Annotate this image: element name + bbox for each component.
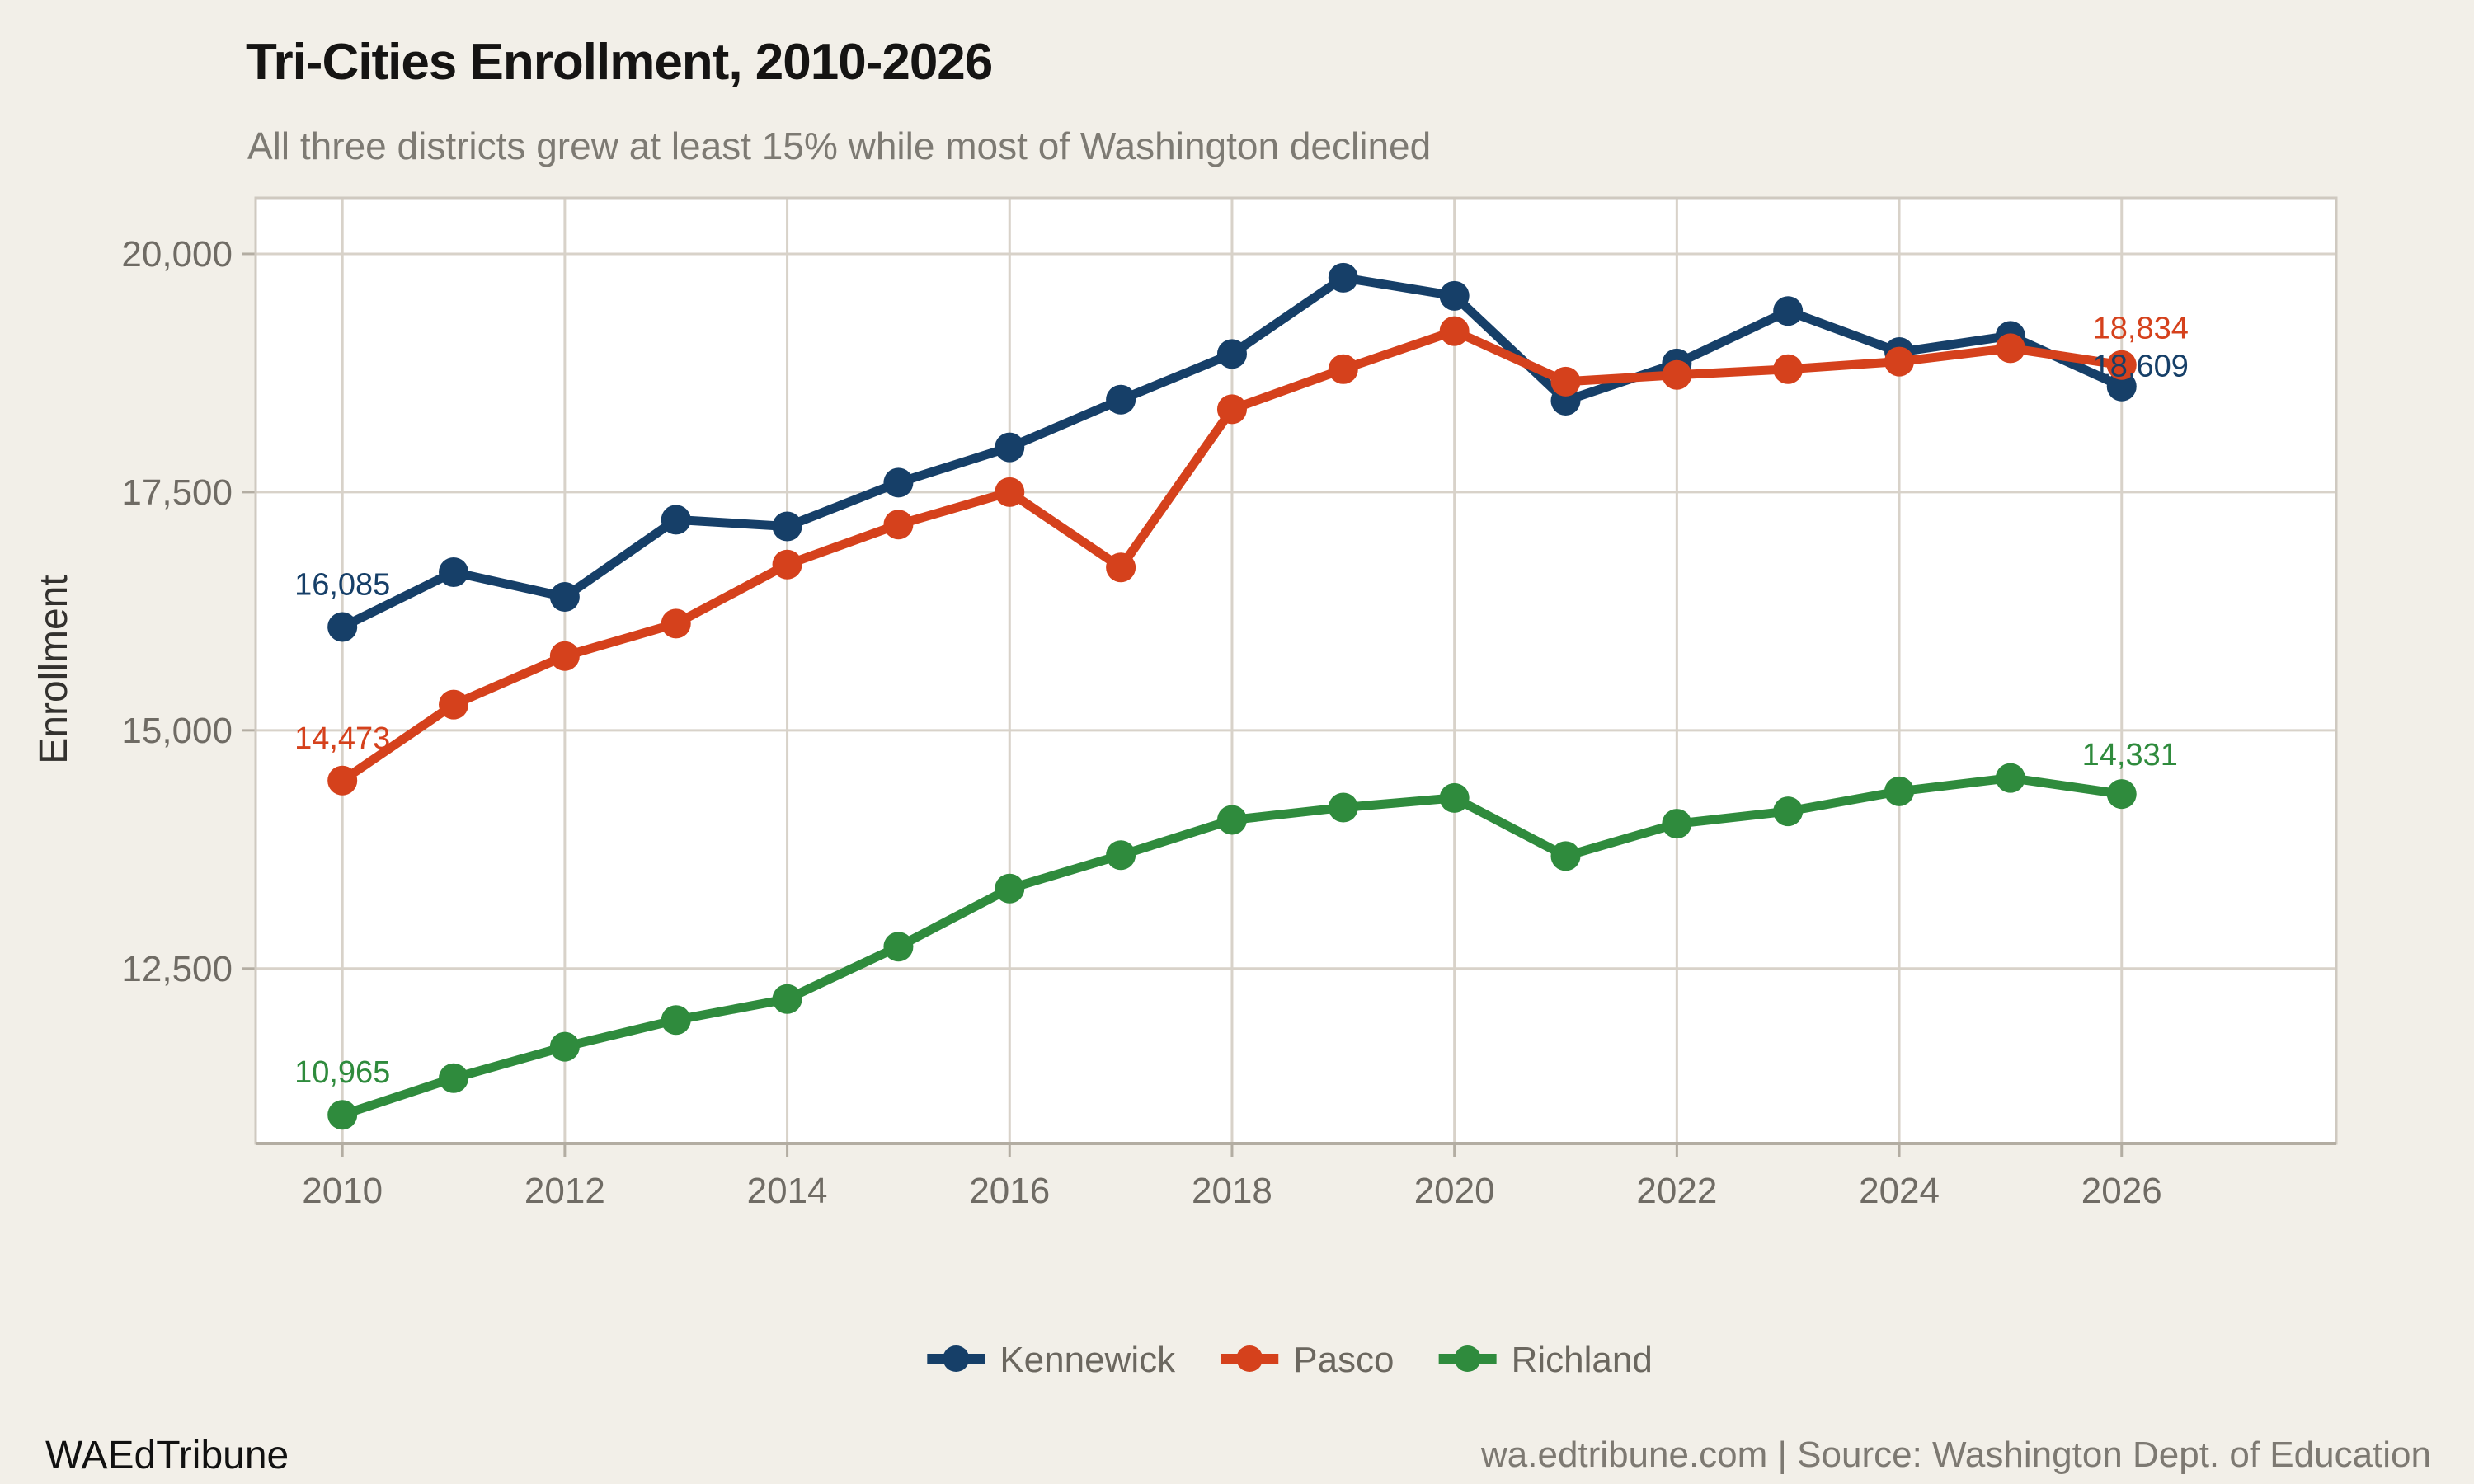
x-tick-label: 2010 [302,1171,383,1211]
data-point-pasco-2024 [1884,346,1915,377]
data-point-kennewick-2023 [1773,296,1804,326]
data-point-pasco-2015 [883,510,914,540]
legend-marker-dot-pasco [1236,1345,1263,1372]
data-label-richland-2026: 14,331 [2082,738,2178,773]
data-point-kennewick-2010 [327,612,358,642]
footer-brand: WAEdTribune [45,1434,289,1477]
data-point-richland-2018 [1216,805,1247,835]
data-point-kennewick-2012 [549,582,580,613]
data-point-richland-2021 [1550,841,1581,871]
data-point-kennewick-2018 [1216,339,1247,369]
data-label-pasco-2026: 18,834 [2093,312,2189,346]
x-tick-label: 2020 [1414,1171,1495,1211]
x-tick-label: 2026 [2081,1171,2162,1211]
footer-source: wa.edtribune.com | Source: Washington De… [1481,1435,2431,1475]
data-point-pasco-2014 [772,549,802,580]
data-point-richland-2024 [1884,776,1915,806]
legend-label-pasco: Pasco [1293,1340,1394,1380]
data-point-richland-2015 [883,932,914,962]
y-tick-label: 17,500 [121,472,233,513]
data-point-pasco-2020 [1439,316,1470,346]
data-point-richland-2017 [1106,840,1136,871]
data-point-kennewick-2019 [1328,262,1358,293]
x-tick-label: 2016 [969,1171,1050,1211]
y-tick-label: 15,000 [121,711,233,751]
data-point-kennewick-2015 [883,467,914,498]
data-point-kennewick-2016 [995,432,1025,463]
x-tick-label: 2012 [524,1171,605,1211]
data-point-richland-2010 [327,1100,358,1130]
legend-marker-dot-richland [1454,1345,1481,1372]
y-tick-label: 12,500 [121,949,233,989]
y-tick-label: 20,000 [121,234,233,275]
chart-subtitle: All three districts grew at least 15% wh… [247,124,1432,167]
data-label-kennewick-2026: 18,609 [2093,350,2189,384]
data-point-kennewick-2026 [2106,371,2137,402]
data-label-kennewick-2010: 16,085 [294,567,390,602]
legend-label-richland: Richland [1512,1340,1653,1380]
data-point-pasco-2013 [661,608,691,639]
x-tick-label: 2022 [1636,1171,1717,1211]
data-point-pasco-2016 [995,477,1025,507]
data-point-pasco-2017 [1106,552,1136,583]
data-point-richland-2013 [661,1005,691,1036]
chart-title: Tri-Cities Enrollment, 2010-2026 [246,34,993,91]
plot-area [256,198,2336,1144]
data-point-richland-2019 [1328,792,1358,823]
data-point-richland-2014 [772,984,802,1014]
data-point-pasco-2026 [2106,350,2137,380]
data-point-kennewick-2014 [772,511,802,542]
data-point-richland-2026 [2106,779,2137,810]
data-point-pasco-2023 [1773,354,1804,384]
data-point-richland-2011 [439,1063,469,1093]
data-point-pasco-2025 [1995,333,2025,364]
data-point-richland-2022 [1662,809,1692,839]
data-point-pasco-2019 [1328,354,1358,384]
x-tick-label: 2018 [1192,1171,1272,1211]
legend-marker-dot-kennewick [943,1345,970,1372]
data-point-richland-2020 [1439,782,1470,813]
data-point-pasco-2012 [549,641,580,671]
data-point-kennewick-2020 [1439,280,1470,311]
x-tick-label: 2024 [1859,1171,1940,1211]
data-point-richland-2025 [1995,763,2025,793]
data-point-richland-2023 [1773,796,1804,827]
data-point-kennewick-2011 [439,556,469,587]
data-point-richland-2016 [995,873,1025,904]
data-point-pasco-2011 [439,689,469,720]
data-point-kennewick-2013 [661,505,691,535]
legend-label-kennewick: Kennewick [999,1340,1176,1380]
data-point-pasco-2018 [1216,394,1247,425]
data-point-kennewick-2017 [1106,384,1136,415]
data-label-richland-2010: 10,965 [294,1055,390,1090]
data-point-pasco-2010 [327,765,358,796]
x-tick-label: 2014 [747,1171,828,1211]
data-point-pasco-2022 [1662,359,1692,390]
data-point-pasco-2021 [1550,366,1581,397]
data-point-richland-2012 [549,1031,580,1062]
data-label-pasco-2010: 14,473 [294,721,390,756]
